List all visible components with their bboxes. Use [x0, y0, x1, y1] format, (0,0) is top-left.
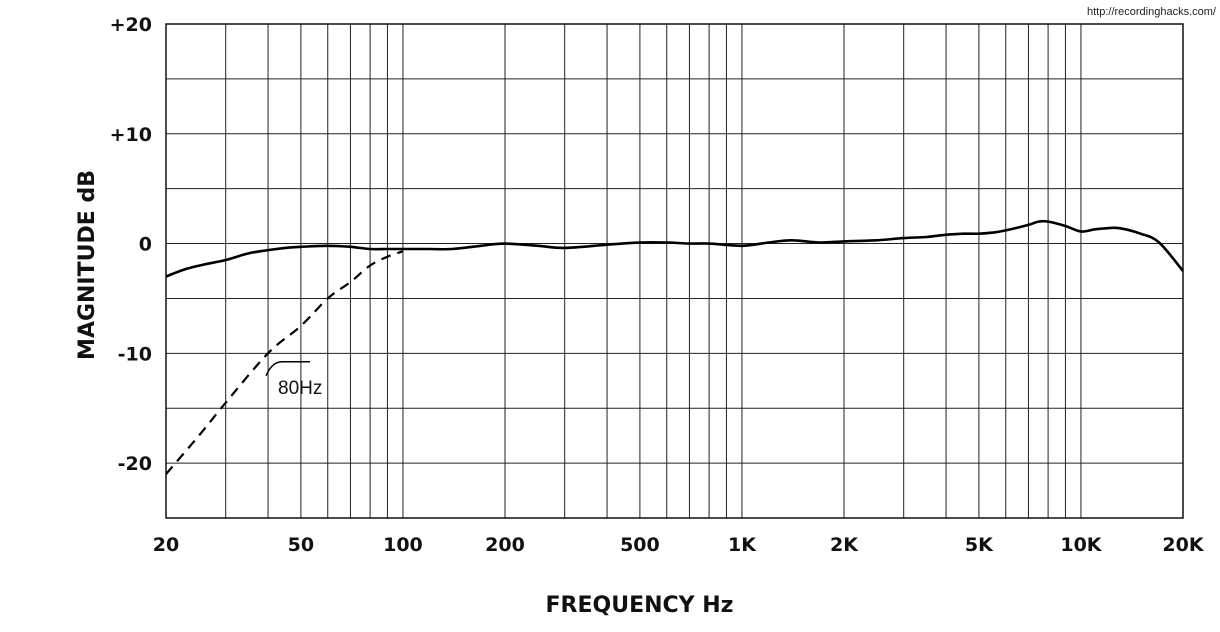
y-axis-ticks: +20 +10 0 -10 -20: [110, 14, 152, 475]
x-tick-label: 100: [383, 534, 423, 556]
series-line-low-cut: [165, 250, 404, 475]
x-axis-ticks: 20 50 100 200 500 1K 2K 5K 10K 20K: [153, 534, 1205, 556]
annotation-label: 80Hz: [278, 378, 322, 399]
series-group: [165, 219, 1185, 475]
x-tick-label: 1K: [728, 534, 757, 556]
x-axis-title: FREQUENCY Hz: [546, 593, 734, 618]
x-tick-label: 2K: [830, 534, 859, 556]
y-axis-title: MAGNITUDE dB: [75, 170, 100, 360]
high-pass-filter-icon: [265, 361, 311, 377]
y-tick-label: +20: [110, 14, 152, 36]
chart-grid: [166, 24, 1183, 518]
watermark-url: http://recordinghacks.com/: [1087, 6, 1217, 18]
x-tick-label: 500: [620, 534, 660, 556]
x-tick-label: 20K: [1162, 534, 1204, 556]
y-tick-label: +10: [110, 124, 152, 146]
x-tick-label: 200: [485, 534, 525, 556]
x-tick-label: 50: [288, 534, 314, 556]
x-tick-label: 20: [153, 534, 179, 556]
x-tick-label: 10K: [1060, 534, 1102, 556]
series-line-response: [165, 219, 1185, 278]
plot-frame: [165, 23, 1184, 519]
annotation-group: 80Hz: [265, 361, 322, 399]
y-tick-label: 0: [139, 234, 152, 256]
y-tick-label: -10: [118, 343, 152, 365]
x-tick-label: 5K: [965, 534, 994, 556]
y-tick-label: -20: [118, 453, 152, 475]
